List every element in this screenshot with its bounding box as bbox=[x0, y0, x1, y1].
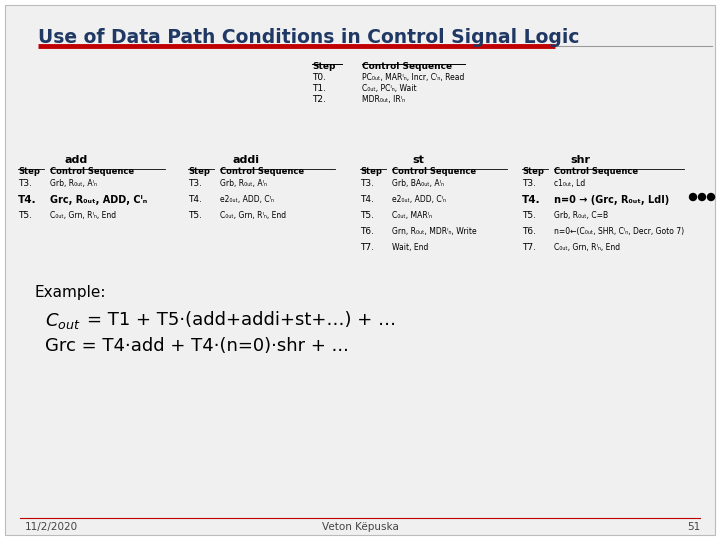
Text: T3.: T3. bbox=[18, 179, 32, 188]
Text: T2.: T2. bbox=[312, 95, 326, 104]
Text: C₀ᵤₜ, Grn, Rᴵₙ, End: C₀ᵤₜ, Grn, Rᴵₙ, End bbox=[50, 211, 116, 220]
Text: T4.: T4. bbox=[18, 195, 37, 205]
Text: Step: Step bbox=[360, 167, 382, 176]
Text: C₀ᵤₜ, PCᴵₙ, Wait: C₀ᵤₜ, PCᴵₙ, Wait bbox=[362, 84, 417, 93]
Text: T5.: T5. bbox=[360, 211, 374, 220]
Text: T4.: T4. bbox=[360, 195, 374, 204]
Text: e2₀ᵤₜ, ADD, Cᴵₙ: e2₀ᵤₜ, ADD, Cᴵₙ bbox=[220, 195, 274, 204]
Text: Step: Step bbox=[188, 167, 210, 176]
Text: addi: addi bbox=[233, 155, 259, 165]
Circle shape bbox=[698, 193, 706, 200]
Text: T7.: T7. bbox=[522, 243, 536, 252]
Text: Example:: Example: bbox=[35, 285, 107, 300]
Text: Use of Data Path Conditions in Control Signal Logic: Use of Data Path Conditions in Control S… bbox=[38, 28, 580, 47]
Text: T3.: T3. bbox=[360, 179, 374, 188]
Text: e2₀ᵤₜ, ADD, Cᴵₙ: e2₀ᵤₜ, ADD, Cᴵₙ bbox=[392, 195, 446, 204]
Text: Control Sequence: Control Sequence bbox=[554, 167, 638, 176]
Text: Grc, R₀ᵤₜ, ADD, Cᴵₙ: Grc, R₀ᵤₜ, ADD, Cᴵₙ bbox=[50, 195, 148, 205]
Text: Grn, R₀ᵤₜ, MDRᴵₙ, Write: Grn, R₀ᵤₜ, MDRᴵₙ, Write bbox=[392, 227, 477, 236]
Text: Step: Step bbox=[18, 167, 40, 176]
Text: T3.: T3. bbox=[188, 179, 202, 188]
Text: Wait, End: Wait, End bbox=[392, 243, 428, 252]
Text: C₀ᵤₜ, Grn, Rᴵₙ, End: C₀ᵤₜ, Grn, Rᴵₙ, End bbox=[554, 243, 620, 252]
Circle shape bbox=[708, 193, 714, 200]
Circle shape bbox=[690, 193, 696, 200]
Text: Grc = T4·add + T4·(n=0)·shr + ...: Grc = T4·add + T4·(n=0)·shr + ... bbox=[45, 337, 349, 355]
Text: T4.: T4. bbox=[522, 195, 541, 205]
Text: Grb, R₀ᵤₜ, Aᴵₙ: Grb, R₀ᵤₜ, Aᴵₙ bbox=[50, 179, 97, 188]
Text: Step: Step bbox=[522, 167, 544, 176]
Text: add: add bbox=[64, 155, 88, 165]
Text: T4.: T4. bbox=[188, 195, 202, 204]
Text: T5.: T5. bbox=[522, 211, 536, 220]
Text: Step: Step bbox=[312, 62, 336, 71]
Text: = T1 + T5·(add+addi+st+…) + …: = T1 + T5·(add+addi+st+…) + … bbox=[87, 311, 396, 329]
Text: 51: 51 bbox=[687, 522, 700, 532]
Text: n=0←(C₀ᵤₜ, SHR, Cᴵₙ, Decr, Goto 7): n=0←(C₀ᵤₜ, SHR, Cᴵₙ, Decr, Goto 7) bbox=[554, 227, 684, 236]
Text: T0.: T0. bbox=[312, 73, 326, 82]
Text: T6.: T6. bbox=[522, 227, 536, 236]
FancyBboxPatch shape bbox=[5, 5, 715, 535]
Text: 11/2/2020: 11/2/2020 bbox=[25, 522, 78, 532]
Text: T6.: T6. bbox=[360, 227, 374, 236]
Text: Control Sequence: Control Sequence bbox=[362, 62, 452, 71]
Text: MDR₀ᵤₜ, IRᴵₙ: MDR₀ᵤₜ, IRᴵₙ bbox=[362, 95, 405, 104]
Text: C₀ᵤₜ, Grn, Rᴵₙ, End: C₀ᵤₜ, Grn, Rᴵₙ, End bbox=[220, 211, 286, 220]
Text: Veton Këpuska: Veton Këpuska bbox=[322, 522, 398, 532]
Text: Control Sequence: Control Sequence bbox=[220, 167, 304, 176]
Text: T5.: T5. bbox=[18, 211, 32, 220]
Text: Grb, R₀ᵤₜ, C=B: Grb, R₀ᵤₜ, C=B bbox=[554, 211, 608, 220]
Text: Grb, BA₀ᵤₜ, Aᴵₙ: Grb, BA₀ᵤₜ, Aᴵₙ bbox=[392, 179, 444, 188]
Text: n=0 → (Grc, R₀ᵤₜ, Ldl): n=0 → (Grc, R₀ᵤₜ, Ldl) bbox=[554, 195, 670, 205]
Text: PC₀ᵤₜ, MARᴵₙ, Incr, Cᴵₙ, Read: PC₀ᵤₜ, MARᴵₙ, Incr, Cᴵₙ, Read bbox=[362, 73, 464, 82]
Text: T5.: T5. bbox=[188, 211, 202, 220]
Text: Control Sequence: Control Sequence bbox=[50, 167, 134, 176]
Text: Grb, R₀ᵤₜ, Aᴵₙ: Grb, R₀ᵤₜ, Aᴵₙ bbox=[220, 179, 267, 188]
Text: C₀ᵤₜ, MARᴵₙ: C₀ᵤₜ, MARᴵₙ bbox=[392, 211, 432, 220]
Text: c1₀ᵤₜ, Ld: c1₀ᵤₜ, Ld bbox=[554, 179, 585, 188]
Text: T3.: T3. bbox=[522, 179, 536, 188]
Text: T1.: T1. bbox=[312, 84, 326, 93]
Text: Control Sequence: Control Sequence bbox=[392, 167, 476, 176]
Text: st: st bbox=[412, 155, 424, 165]
Text: $C_{out}$: $C_{out}$ bbox=[45, 311, 81, 331]
Text: shr: shr bbox=[570, 155, 590, 165]
Text: T7.: T7. bbox=[360, 243, 374, 252]
